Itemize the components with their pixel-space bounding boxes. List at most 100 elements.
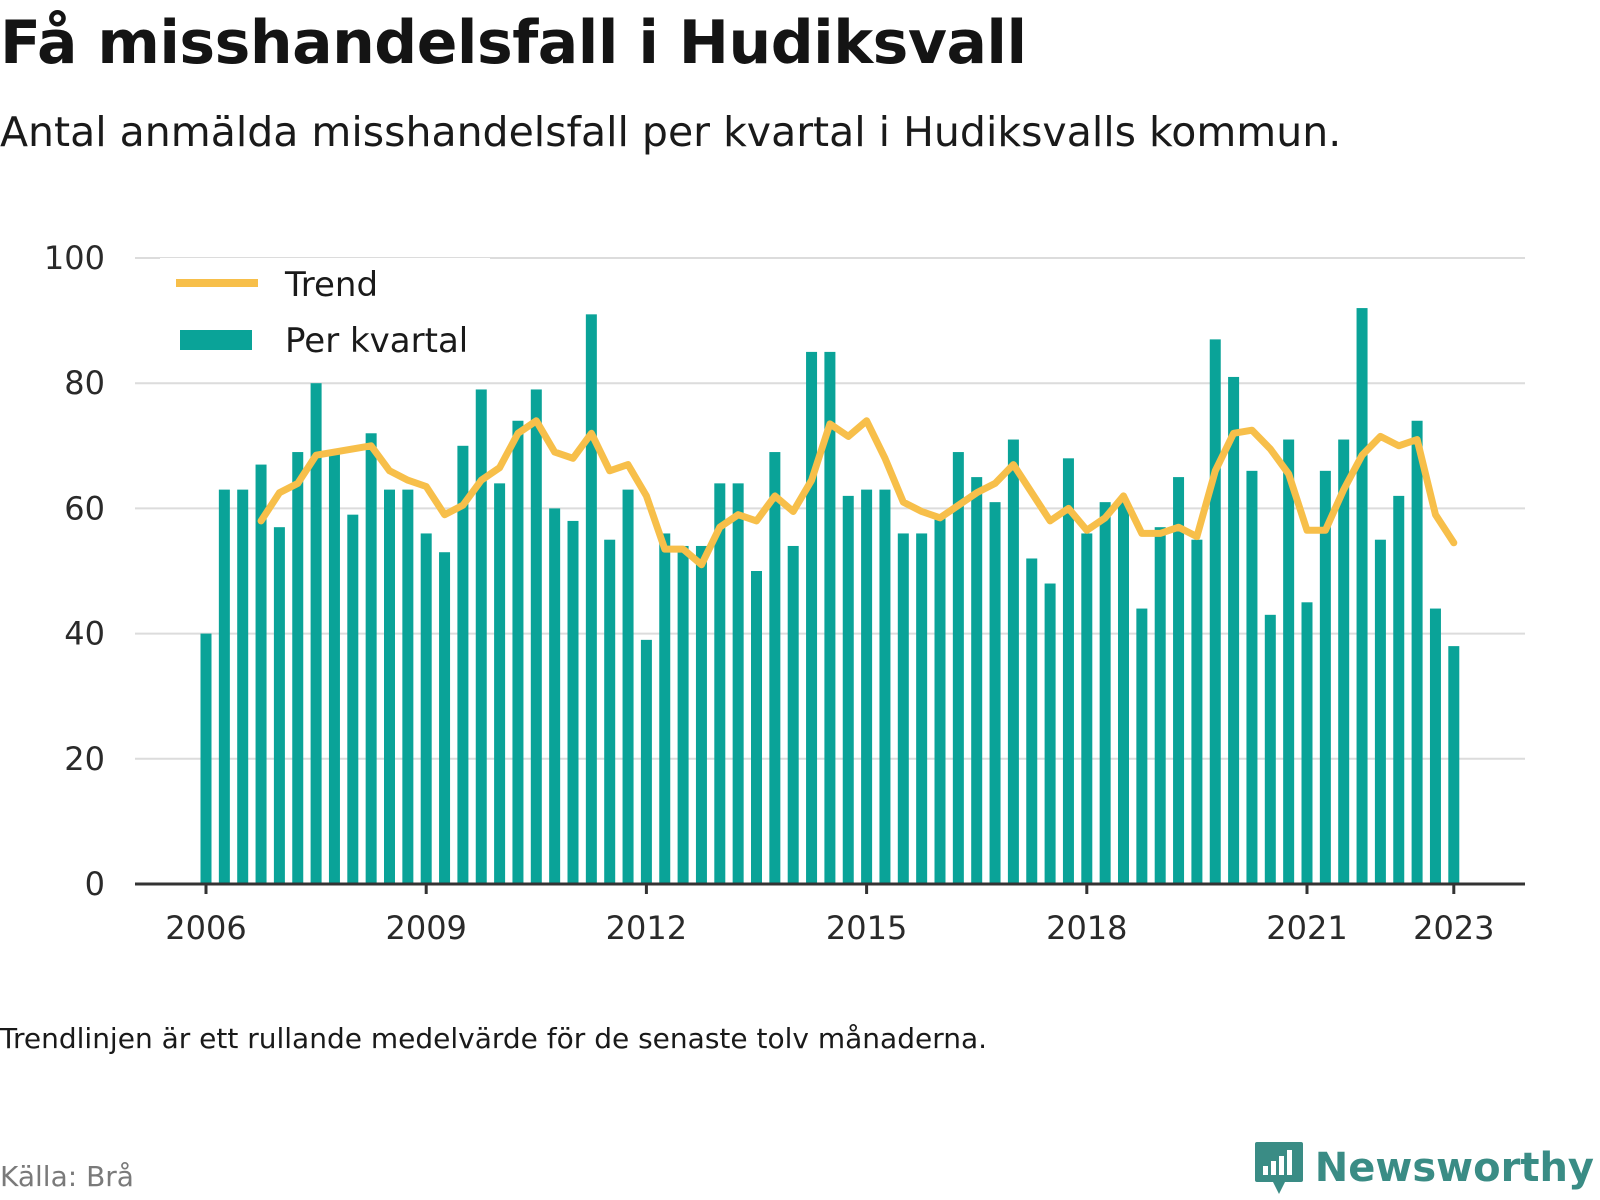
bar <box>916 533 928 884</box>
bar <box>530 389 542 884</box>
bar <box>806 351 818 884</box>
bar <box>861 489 873 884</box>
y-tick-label: 100 <box>44 239 105 277</box>
bar <box>1118 502 1129 884</box>
bar <box>402 489 414 884</box>
bar <box>365 433 377 884</box>
bar <box>1081 533 1093 884</box>
bar <box>1374 539 1386 884</box>
bar <box>549 508 561 884</box>
bar <box>1099 502 1111 884</box>
bar <box>1228 376 1240 884</box>
brand-logo: Newsworthy <box>1253 1140 1594 1196</box>
y-tick-label: 0 <box>85 865 105 903</box>
y-axis-ticks: 0 20 40 60 80 100 <box>44 239 105 903</box>
bar <box>1283 439 1295 884</box>
bar <box>1026 558 1038 884</box>
bar <box>273 527 285 884</box>
bar <box>1007 439 1019 884</box>
chart-title: Få misshandelsfall i Hudiksvall <box>0 8 1027 78</box>
bar <box>952 452 964 884</box>
bar <box>1209 339 1221 884</box>
bar <box>1338 439 1350 884</box>
bar <box>420 533 432 884</box>
bar <box>384 489 395 884</box>
bar <box>255 464 267 884</box>
bar <box>934 514 946 884</box>
bar <box>1246 470 1258 884</box>
bar <box>475 389 487 884</box>
bar <box>1448 646 1460 884</box>
bar <box>310 383 322 884</box>
bar <box>714 483 726 884</box>
bar <box>989 502 1001 884</box>
brand-name: Newsworthy <box>1314 1145 1594 1191</box>
legend-bar-label: Per kvartal <box>285 321 468 361</box>
legend-bar-swatch <box>180 330 252 350</box>
bar <box>1411 420 1423 884</box>
bar <box>1393 495 1405 884</box>
bar <box>842 495 854 884</box>
bar <box>567 520 579 884</box>
x-tick-label: 2023 <box>1413 909 1494 947</box>
bar <box>218 489 230 884</box>
bar <box>237 489 249 884</box>
bar <box>1191 539 1203 884</box>
bar <box>1044 583 1056 884</box>
footnote: Trendlinjen är ett rullande medelvärde f… <box>0 1022 988 1055</box>
bar <box>787 545 799 884</box>
legend: Trend Per kvartal <box>160 258 490 370</box>
bar <box>512 420 524 884</box>
x-tick-label: 2009 <box>385 909 466 947</box>
bar <box>1154 527 1166 884</box>
bar <box>659 533 671 884</box>
bar <box>439 552 451 884</box>
bar <box>677 545 689 884</box>
x-tick-label: 2015 <box>826 909 907 947</box>
x-axis-ticks: 2006 2009 2012 2015 2018 2021 2023 <box>165 884 1495 947</box>
bar <box>751 571 762 884</box>
bar <box>879 489 891 884</box>
y-tick-label: 20 <box>64 740 105 778</box>
legend-trend-label: Trend <box>284 265 378 305</box>
bar <box>328 452 340 884</box>
bar <box>457 445 469 884</box>
bar <box>640 639 652 884</box>
bar-series <box>200 308 1460 885</box>
x-tick-label: 2021 <box>1266 909 1347 947</box>
bar <box>347 514 359 884</box>
bar <box>1062 458 1074 884</box>
bar <box>971 477 983 884</box>
x-tick-label: 2006 <box>165 909 246 947</box>
bar <box>1173 477 1185 884</box>
bar <box>732 483 744 884</box>
chart-subtitle: Antal anmälda misshandelsfall per kvarta… <box>0 108 1342 156</box>
bar <box>1356 308 1368 885</box>
newsworthy-logo-icon <box>1254 1142 1303 1194</box>
bar <box>585 314 597 885</box>
x-tick-label: 2012 <box>606 909 687 947</box>
legend-background <box>160 258 490 370</box>
bar <box>292 452 304 884</box>
trend-series <box>257 417 1458 569</box>
bar <box>622 489 634 884</box>
bar-line-chart: 0 20 40 60 80 100 2006 2009 2012 2015 2018 2021 202… <box>44 239 1525 947</box>
y-tick-label: 40 <box>64 615 105 653</box>
bar <box>824 351 836 884</box>
y-tick-label: 60 <box>64 489 105 527</box>
y-tick-label: 80 <box>64 364 105 402</box>
bar <box>769 452 781 884</box>
bar <box>1136 608 1148 884</box>
source-credit: Källa: Brå <box>0 1160 134 1193</box>
x-tick-label: 2018 <box>1046 909 1127 947</box>
bar <box>1319 470 1331 884</box>
bar <box>1429 608 1441 884</box>
bar <box>897 533 909 884</box>
bar <box>200 633 212 884</box>
bar <box>604 539 616 884</box>
bar <box>494 483 506 884</box>
bar <box>695 545 707 884</box>
trend-line <box>257 417 1458 569</box>
bar <box>1264 614 1276 884</box>
bar <box>1301 602 1313 884</box>
